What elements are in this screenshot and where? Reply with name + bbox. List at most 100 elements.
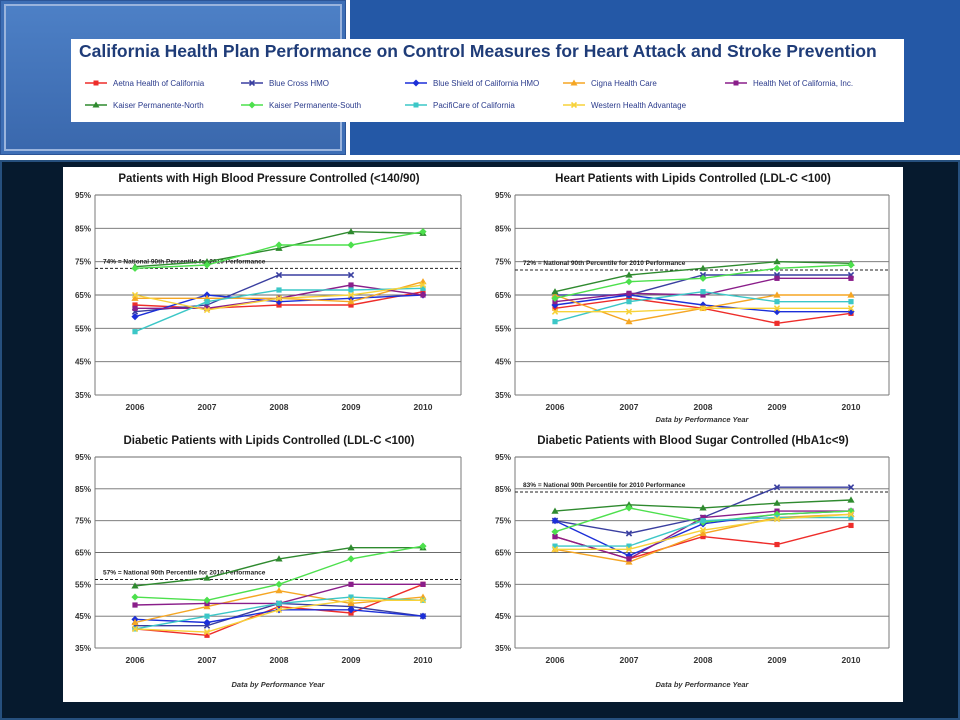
data-point <box>626 556 632 562</box>
chart-diabetic-blood-sugar: Diabetic Patients with Blood Sugar Contr… <box>495 435 890 689</box>
legend-swatch <box>405 79 427 87</box>
page-title: California Health Plan Performance on Co… <box>79 41 877 61</box>
data-point <box>203 618 211 627</box>
data-point <box>132 602 138 608</box>
legend-marker <box>413 102 419 108</box>
y-tick-label: 45% <box>75 612 91 621</box>
data-point <box>131 618 139 626</box>
x-tick-label: 2007 <box>198 402 217 412</box>
data-point <box>625 318 633 325</box>
data-point <box>275 295 283 302</box>
y-tick-label: 95% <box>75 191 91 200</box>
reference-label: 74% = National 90th Percentile for 2010 … <box>103 258 266 265</box>
data-point <box>203 596 211 604</box>
data-point <box>203 603 211 610</box>
reference-label: 72% = National 90th Percentile for 2010 … <box>523 260 686 267</box>
data-point <box>625 530 633 537</box>
data-point <box>275 606 283 613</box>
chart-title: Diabetic Patients with Lipids Controlled… <box>123 435 414 447</box>
y-tick-label: 75% <box>495 258 511 267</box>
x-tick-label: 2006 <box>546 402 565 412</box>
data-point <box>204 632 210 638</box>
reference-label: 83% = National 90th Percentile for 2010 … <box>523 482 686 489</box>
legend-label: Blue Cross HMO <box>269 78 330 88</box>
y-tick-label: 85% <box>75 485 91 494</box>
charts-panel: Patients with High Blood Pressure Contro… <box>63 167 903 702</box>
x-tick-label: 2009 <box>768 655 787 665</box>
legend-marker <box>248 79 256 87</box>
x-tick-label: 2009 <box>342 655 361 665</box>
data-point <box>275 580 283 588</box>
data-point <box>626 543 632 549</box>
data-point <box>419 228 427 236</box>
y-tick-label: 55% <box>495 580 511 589</box>
data-point <box>348 287 354 293</box>
data-point <box>203 261 211 269</box>
data-point <box>347 291 355 299</box>
data-point <box>848 522 854 529</box>
data-point <box>699 504 707 511</box>
legend-label: Health Net of California, Inc. <box>753 78 854 88</box>
legend-item: Blue Cross HMO <box>241 77 329 89</box>
data-point <box>551 528 559 536</box>
chart-diabetic-lipids: Diabetic Patients with Lipids Controlled… <box>75 435 462 689</box>
data-point <box>847 484 855 491</box>
legend-swatch <box>563 101 585 109</box>
data-point <box>131 291 139 299</box>
data-point <box>774 320 780 326</box>
data-point <box>552 533 558 540</box>
data-point <box>276 600 282 607</box>
data-point <box>847 496 855 503</box>
chart-title: Diabetic Patients with Blood Sugar Contr… <box>537 435 849 447</box>
x-tick-label: 2007 <box>620 655 639 665</box>
legend-item: Kaiser Permanente-South <box>241 99 361 111</box>
y-tick-label: 95% <box>75 453 91 462</box>
x-tick-label: 2006 <box>546 655 565 665</box>
data-point <box>700 518 706 524</box>
data-point <box>552 543 558 549</box>
data-point <box>625 308 633 315</box>
x-tick-label: 2010 <box>414 655 433 665</box>
data-point <box>700 292 706 298</box>
data-point <box>275 241 283 249</box>
y-tick-label: 75% <box>75 517 91 526</box>
data-point <box>203 628 211 636</box>
y-tick-label: 55% <box>75 324 91 333</box>
data-point <box>347 555 355 563</box>
data-point <box>348 594 354 600</box>
data-point <box>848 275 854 281</box>
legend-marker <box>570 79 578 86</box>
y-tick-label: 55% <box>75 580 91 589</box>
x-tick-label: 2010 <box>414 402 433 412</box>
data-point <box>552 319 558 325</box>
data-point <box>419 597 427 604</box>
header-banner: California Health Plan Performance on Co… <box>71 39 904 122</box>
y-tick-label: 85% <box>495 485 511 494</box>
data-point <box>348 302 354 308</box>
data-point <box>347 597 355 604</box>
data-point <box>551 546 559 553</box>
data-point <box>551 294 559 302</box>
data-point <box>847 261 855 269</box>
data-point <box>551 288 559 295</box>
legend-label: Kaiser Permanente-South <box>269 100 362 110</box>
legend-label: Western Health Advantage <box>591 100 687 110</box>
x-tick-label: 2009 <box>768 402 787 412</box>
y-tick-label: 45% <box>495 612 511 621</box>
data-point <box>625 278 633 286</box>
legend-item: Aetna Health of California <box>85 77 204 89</box>
y-tick-label: 65% <box>75 549 91 558</box>
data-point <box>204 305 210 311</box>
data-point <box>347 606 355 614</box>
legend-item: PacifiCare of California <box>405 99 515 111</box>
y-tick-label: 35% <box>75 644 91 653</box>
data-point <box>774 299 780 305</box>
y-tick-label: 55% <box>495 324 511 333</box>
y-tick-label: 35% <box>75 391 91 400</box>
data-point <box>699 527 707 534</box>
data-point <box>773 499 781 506</box>
x-tick-label: 2010 <box>842 402 861 412</box>
y-tick-label: 85% <box>75 224 91 233</box>
data-point <box>774 514 780 521</box>
data-point <box>625 546 633 553</box>
